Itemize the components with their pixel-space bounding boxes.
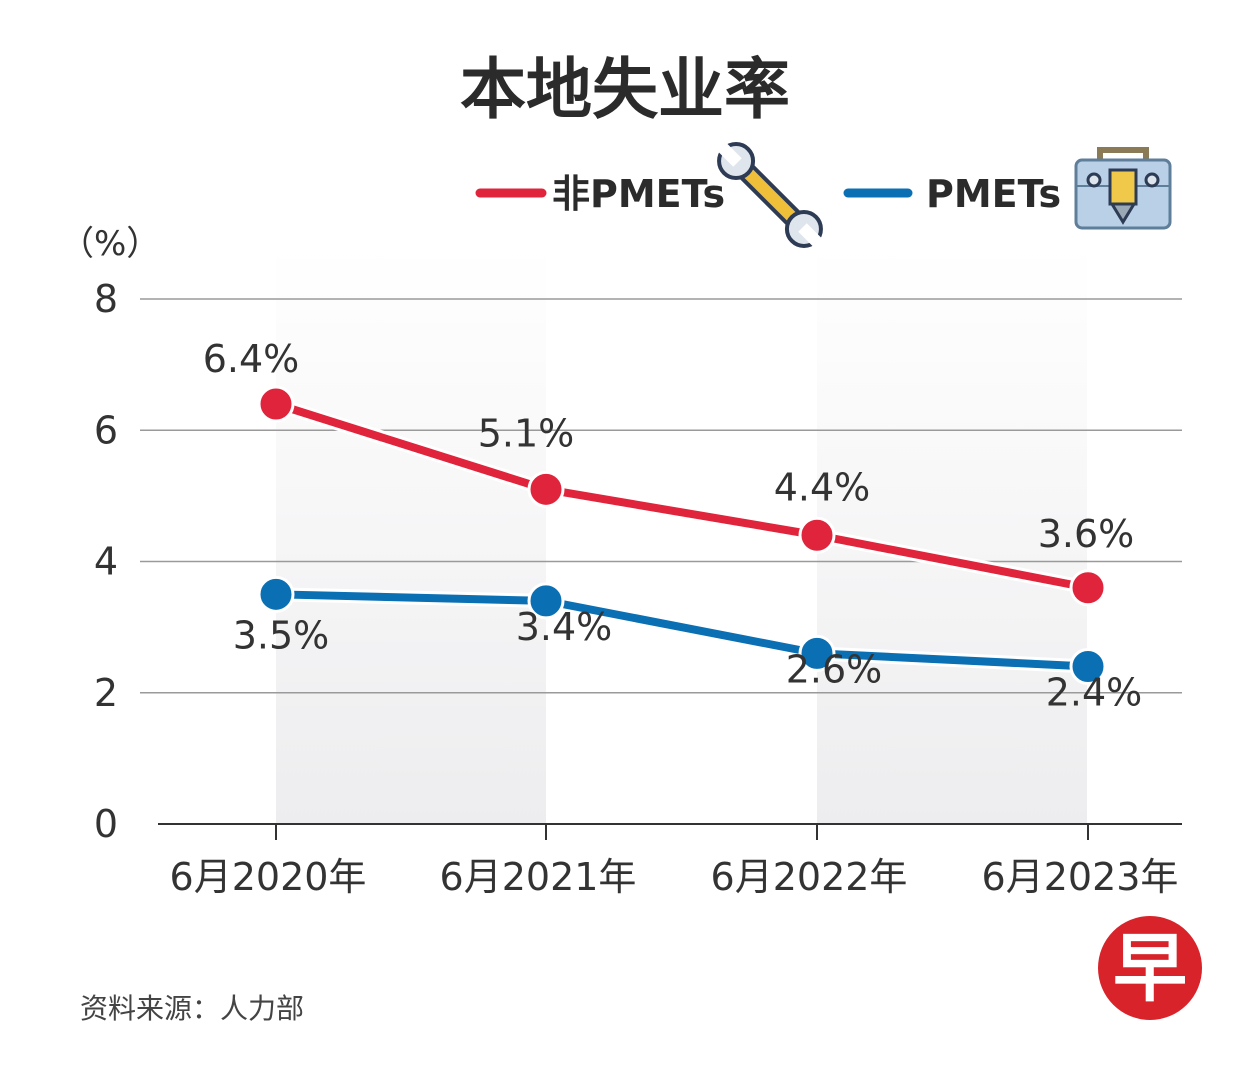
data-point-pmets [1069,648,1107,685]
y-tick-label: 4 [94,540,118,584]
data-point-non-pmets [798,516,836,554]
y-tick-label: 2 [94,671,118,715]
y-axis-unit: （%） [60,224,160,264]
x-tick-label: 6月2021年 [440,855,637,899]
data-label-non-pmets: 5.1% [478,411,575,455]
data-label-pmets: 3.4% [516,605,613,649]
legend: 非PMETs PMETs [475,141,1172,249]
band-2 [817,245,1087,824]
x-axis: 6月2020年 6月2021年 6月2022年 6月2023年 [158,823,1182,899]
data-point-pmets [257,575,295,613]
x-tick-label: 6月2023年 [982,855,1179,899]
data-label-non-pmets: 3.6% [1038,512,1135,556]
x-tick-label: 6月2020年 [170,855,367,899]
zaobao-logo: 早 [1098,916,1202,1020]
y-axis-ticks: 0 2 4 6 8 [94,277,118,846]
logo-char: 早 [1113,926,1187,1012]
series-line-non-pmets [274,400,1089,592]
wrench-icon [716,141,824,249]
series-layer: 6.4% 5.1% 4.4% 3.6% 3.5% 3.4% 2.6% 2.4% [203,337,1143,715]
gridlines [140,298,1182,694]
chart-title: 本地失业率 [460,51,790,128]
background-bands [276,245,1087,824]
data-point-non-pmets [257,385,295,423]
band-0 [276,245,546,824]
y-tick-label: 6 [94,408,118,452]
toolbox-icon [1074,147,1172,230]
x-tick-label: 6月2022年 [711,855,908,899]
y-tick-label: 0 [94,802,118,846]
data-label-non-pmets: 6.4% [203,337,300,381]
data-label-pmets: 2.4% [1046,671,1143,715]
data-label-non-pmets: 4.4% [774,465,871,509]
legend-label-non-pmets: 非PMETs [552,172,725,216]
data-point-non-pmets [527,470,565,508]
data-point-non-pmets [1069,569,1107,607]
data-label-pmets: 3.5% [233,613,330,657]
source-note: 资料来源：人力部 [80,992,304,1025]
data-point-pmets [527,582,565,620]
series-line-pmets [275,590,1089,671]
legend-label-pmets: PMETs [926,172,1061,216]
data-label-pmets: 2.6% [786,647,883,691]
y-tick-label: 8 [94,277,118,321]
data-point-pmets [798,634,836,672]
